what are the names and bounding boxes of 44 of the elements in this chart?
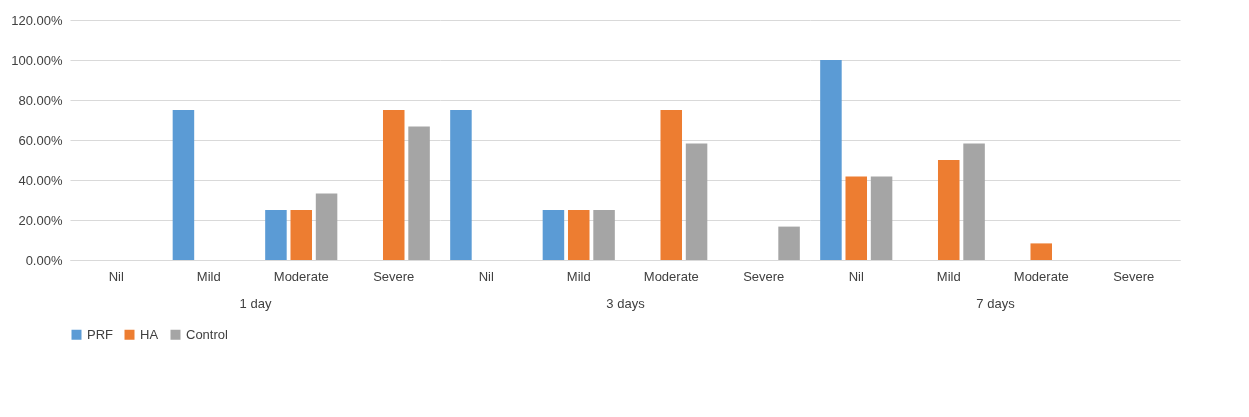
bar [408, 126, 430, 260]
bar [450, 110, 472, 260]
bar [820, 60, 842, 260]
bar [685, 143, 708, 260]
legend-label: HA [140, 326, 159, 342]
x-tick-label: Nil [848, 268, 864, 284]
x-tick-label: Mild [196, 268, 221, 284]
x-tick-label: Mild [936, 268, 961, 284]
bar [172, 110, 195, 260]
bar [963, 143, 985, 260]
x-tick-label: Mild [566, 268, 591, 284]
x-tick-label: Nil [108, 268, 124, 284]
bar [265, 210, 287, 260]
y-tick-label: 0.00% [25, 252, 63, 268]
bar [845, 176, 868, 260]
bar [315, 193, 338, 260]
x-axis-title: 3 days [606, 295, 646, 311]
legend-label: Control [186, 326, 229, 342]
y-tick-label: 120.00% [11, 12, 63, 28]
y-tick-label: 40.00% [18, 172, 63, 188]
x-tick-label: Severe [743, 268, 785, 284]
x-tick-label: Moderate [273, 268, 329, 284]
bar [593, 210, 615, 260]
y-tick-label: 80.00% [18, 92, 63, 108]
x-tick-label: Moderate [1013, 268, 1069, 284]
bar [937, 160, 960, 260]
bar [870, 176, 893, 260]
x-tick-label: Nil [478, 268, 494, 284]
y-tick-label: 100.00% [11, 52, 63, 68]
y-tick-label: 20.00% [18, 212, 63, 228]
x-tick-label: Moderate [643, 268, 699, 284]
y-tick-label: 60.00% [18, 132, 63, 148]
x-axis-title: 7 days [976, 295, 1016, 311]
x-axis-title: 1 day [239, 295, 272, 311]
bar [660, 110, 683, 260]
bar [542, 210, 565, 260]
legend-label: PRF [87, 326, 114, 342]
bar [778, 226, 800, 260]
x-tick-label: Severe [373, 268, 415, 284]
bar [567, 210, 590, 260]
bar [290, 210, 313, 260]
bar [382, 110, 405, 260]
bar [1030, 243, 1053, 260]
x-tick-label: Severe [1113, 268, 1155, 284]
